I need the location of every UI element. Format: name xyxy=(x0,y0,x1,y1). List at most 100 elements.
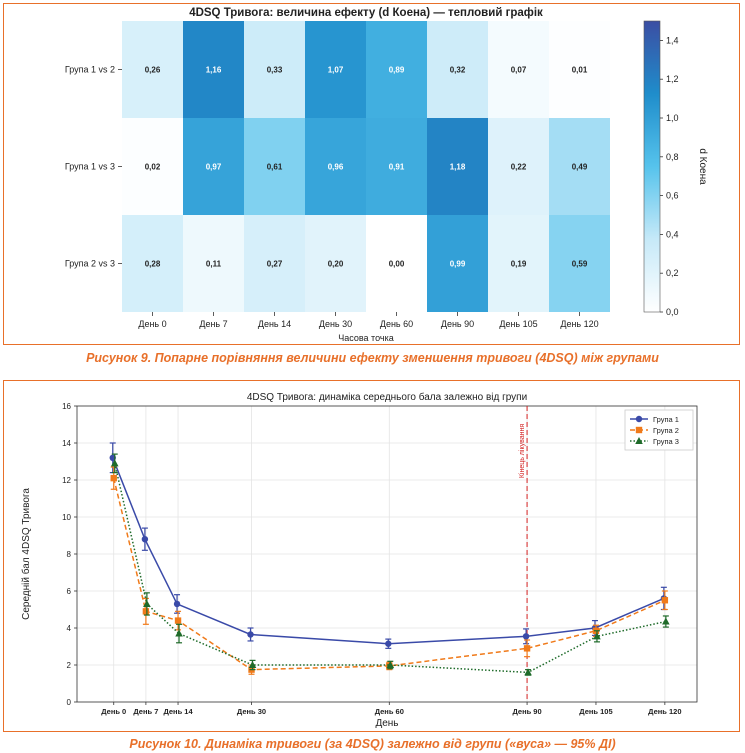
legend-marker xyxy=(635,415,643,423)
y-axis-label: Середній бал 4DSQ Тривога xyxy=(20,488,32,620)
heatmap-cell-label: 1,18 xyxy=(450,163,466,172)
heatmap-cell-label: 0,00 xyxy=(389,260,405,269)
heatmap-cell-label: 0,32 xyxy=(450,66,466,75)
plot-area-frame xyxy=(76,405,698,703)
heatmap-cell xyxy=(366,21,427,118)
heatmap-col-label: День 90 xyxy=(441,319,474,329)
heatmap-col-label: День 120 xyxy=(560,319,598,329)
heatmap-cell xyxy=(244,215,305,312)
data-point xyxy=(142,608,150,615)
y-tick-label: 10 xyxy=(62,513,71,522)
colorbar-tick-label: 1,4 xyxy=(666,35,679,45)
data-point xyxy=(523,645,531,652)
colorbar-tick-label: 1,0 xyxy=(666,113,679,123)
heatmap-col-label: День 14 xyxy=(258,319,291,329)
heatmap-cell xyxy=(427,215,488,312)
heatmap-cell-label: 0,61 xyxy=(267,163,283,172)
heatmap-cell xyxy=(366,215,427,312)
heatmap-chart: 4DSQ Тривога: величина ефекту (d Коена) … xyxy=(65,7,708,343)
figure-10-caption: Рисунок 10. Динаміка тривоги (за 4DSQ) з… xyxy=(129,737,616,751)
x-tick-label: День 0 xyxy=(101,707,126,716)
data-point xyxy=(386,661,395,668)
data-point xyxy=(110,474,117,482)
data-point xyxy=(524,668,532,676)
heatmap-cell-label: 0,22 xyxy=(511,163,527,172)
heatmap-cell xyxy=(244,118,305,215)
heatmap-cell-label: 0,91 xyxy=(389,163,405,172)
heatmap-cell xyxy=(305,215,366,312)
heatmap-cell xyxy=(122,21,183,118)
data-point xyxy=(385,640,392,647)
x-tick-label: День 30 xyxy=(237,707,266,716)
heatmap-cell-label: 0,96 xyxy=(328,163,344,172)
heatmap-cell xyxy=(366,118,427,215)
x-axis-label: День xyxy=(375,718,398,729)
data-point xyxy=(141,536,149,543)
heatmap-row-label: Група 1 vs 2 xyxy=(65,65,115,75)
heatmap-col-label: День 105 xyxy=(499,319,537,329)
y-tick-label: 6 xyxy=(67,587,72,596)
data-point xyxy=(173,600,181,608)
line-chart-panel: 4DSQ Тривога: динаміка середнього бала з… xyxy=(3,380,740,732)
series-line xyxy=(113,477,666,671)
heatmap-panel: 4DSQ Тривога: величина ефекту (d Коена) … xyxy=(3,3,740,345)
data-point xyxy=(143,599,151,607)
x-tick-label: День 90 xyxy=(512,707,541,716)
series-3 xyxy=(110,453,670,676)
y-tick-label: 0 xyxy=(67,698,72,707)
heatmap-cell xyxy=(488,215,549,312)
data-point xyxy=(174,617,182,624)
heatmap-cell xyxy=(427,21,488,118)
data-point xyxy=(110,459,119,467)
heatmap-cell-label: 0,01 xyxy=(572,66,588,75)
heatmap-cell-label: 0,28 xyxy=(145,260,161,269)
colorbar-tick-label: 1,2 xyxy=(666,74,679,84)
line-chart: 4DSQ Тривога: динаміка середнього бала з… xyxy=(20,391,698,729)
heatmap-cell-label: 0,07 xyxy=(511,66,527,75)
x-tick-label: День 120 xyxy=(648,707,681,716)
x-tick-label: День 60 xyxy=(375,707,404,716)
legend-label: Група 1 xyxy=(653,415,679,424)
legend-marker xyxy=(635,437,643,444)
data-point xyxy=(593,632,601,640)
heatmap-cell-label: 0,33 xyxy=(267,66,283,75)
heatmap-cell-label: 1,16 xyxy=(206,66,222,75)
heatmap-cell xyxy=(183,215,244,312)
y-tick-label: 16 xyxy=(62,402,71,411)
heatmap-cell-label: 0,59 xyxy=(572,260,588,269)
heatmap-cell-label: 0,11 xyxy=(206,260,222,269)
y-tick-label: 2 xyxy=(67,661,72,670)
heatmap-x-axis-label: Часова точка xyxy=(338,333,393,343)
heatmap-cell-label: 0,27 xyxy=(267,260,283,269)
y-tick-label: 8 xyxy=(67,550,72,559)
colorbar xyxy=(643,20,661,313)
figure-9-caption: Рисунок 9. Попарне порівняння величини е… xyxy=(86,351,659,365)
series-1 xyxy=(109,442,668,649)
data-point xyxy=(522,633,530,640)
colorbar-tick-label: 0,4 xyxy=(666,229,679,239)
line-chart-title: 4DSQ Тривога: динаміка середнього бала з… xyxy=(247,391,527,403)
heatmap-cell xyxy=(122,215,183,312)
x-tick-label: День 105 xyxy=(579,707,612,716)
heatmap-cell-label: 1,07 xyxy=(328,66,344,75)
heatmap-col-label: День 60 xyxy=(380,319,413,329)
heatmap-cell xyxy=(488,21,549,118)
heatmap-cell xyxy=(183,21,244,118)
heatmap-cell-label: 0,26 xyxy=(145,66,161,75)
heatmap-cell-label: 0,20 xyxy=(328,260,344,269)
heatmap-col-label: День 0 xyxy=(138,319,166,329)
series-line xyxy=(114,463,667,674)
heatmap-cell-label: 0,89 xyxy=(389,66,405,75)
heatmap-cell-label: 0,97 xyxy=(206,163,222,172)
legend-marker xyxy=(635,426,643,434)
heatmap-cell xyxy=(305,118,366,215)
y-tick-label: 12 xyxy=(62,476,71,485)
series-line xyxy=(112,457,665,645)
heatmap-cell xyxy=(305,21,366,118)
heatmap-row-label: Група 2 vs 3 xyxy=(65,259,115,269)
heatmap-cell-label: 0,49 xyxy=(572,163,588,172)
legend-label: Група 2 xyxy=(653,426,679,435)
treatment-end-label: Кінець лікування xyxy=(518,424,526,479)
y-tick-label: 14 xyxy=(62,439,71,448)
heatmap-title: 4DSQ Тривога: величина ефекту (d Коена) … xyxy=(189,7,543,19)
